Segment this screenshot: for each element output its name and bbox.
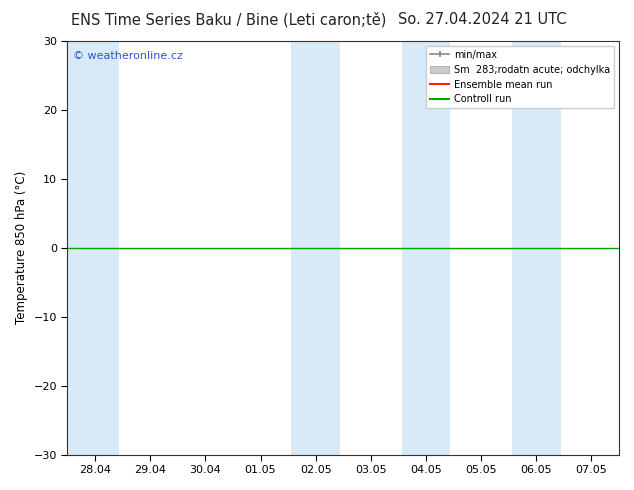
Bar [512,41,560,455]
Text: ENS Time Series Baku / Bine (Leti caron;tě): ENS Time Series Baku / Bine (Leti caron;… [70,12,386,28]
Bar [67,41,119,455]
Text: © weatheronline.cz: © weatheronline.cz [73,51,183,61]
Bar [292,41,340,455]
Bar [623,41,634,455]
Legend: min/max, Sm  283;rodatn acute; odchylka, Ensemble mean run, Controll run: min/max, Sm 283;rodatn acute; odchylka, … [426,46,614,108]
Y-axis label: Temperature 850 hPa (°C): Temperature 850 hPa (°C) [15,171,28,324]
Text: So. 27.04.2024 21 UTC: So. 27.04.2024 21 UTC [398,12,566,27]
Bar [402,41,450,455]
